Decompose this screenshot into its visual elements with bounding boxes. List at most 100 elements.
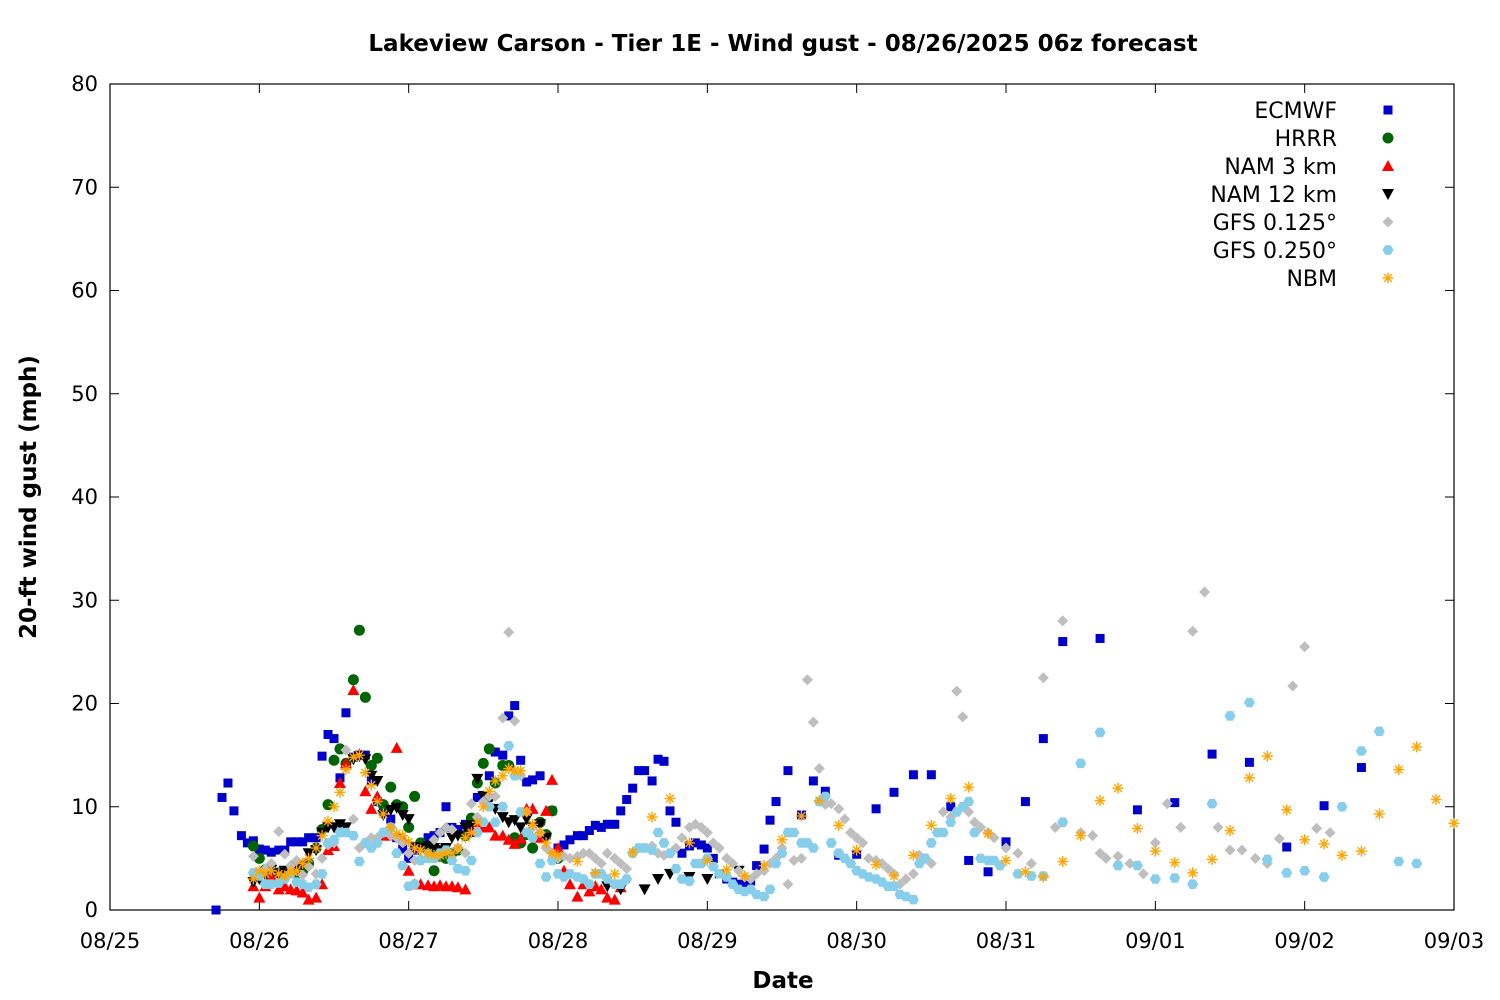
data-point-stroke-d2 (366, 780, 376, 790)
data-point (472, 792, 482, 802)
data-point (1324, 827, 1336, 839)
data-point (646, 811, 658, 823)
data-point-shape (813, 763, 825, 775)
data-point-shape (253, 891, 266, 903)
data-point (1311, 822, 1323, 834)
data-point-shape (1187, 625, 1199, 637)
data-point (833, 819, 845, 831)
data-point-shape (1199, 586, 1211, 598)
data-point-shape (274, 845, 284, 855)
legend-label: NAM 12 km (1210, 183, 1337, 208)
data-point-shape (1161, 798, 1173, 810)
data-point-shape (217, 792, 227, 802)
y-tick-label: 80 (71, 72, 98, 96)
data-point-shape (459, 883, 472, 895)
data-point-shape (333, 777, 346, 789)
data-point-shape (446, 855, 458, 866)
data-point-shape (1112, 860, 1124, 871)
data-point-shape (359, 785, 372, 797)
data-point-shape (1149, 874, 1161, 884)
data-point (907, 868, 919, 880)
data-point-shape (1112, 850, 1124, 862)
data-point-shape (713, 842, 725, 854)
data-point-shape (423, 833, 433, 843)
data-point (477, 757, 489, 769)
data-point (565, 835, 575, 845)
data-point (752, 861, 762, 871)
data-point-stroke-d2 (1337, 850, 1347, 860)
data-point-shape (247, 840, 259, 852)
data-point (514, 822, 527, 834)
data-point-stroke-d2 (909, 850, 918, 860)
data-point-stroke-d2 (484, 786, 494, 796)
data-point-shape (451, 881, 464, 893)
data-point (1236, 844, 1248, 856)
data-point-shape (565, 835, 575, 845)
data-point (937, 827, 949, 838)
data-point (652, 874, 665, 886)
data-point (739, 870, 751, 882)
data-point-shape (601, 847, 613, 859)
data-point (634, 766, 644, 776)
data-point-shape (527, 833, 539, 843)
data-point-shape (365, 759, 377, 771)
data-point (1187, 625, 1199, 637)
data-point-shape (1169, 873, 1181, 883)
data-point (359, 754, 372, 766)
data-point (286, 837, 296, 847)
data-point-shape (504, 711, 514, 721)
data-point (516, 755, 526, 765)
data-point-shape (1187, 879, 1199, 889)
data-point-shape (628, 783, 638, 793)
data-point-shape (459, 847, 471, 859)
data-point (571, 890, 584, 902)
data-point-stroke-d2 (1188, 868, 1198, 878)
legend-label: GFS 0.125° (1213, 211, 1337, 236)
data-point (484, 771, 494, 781)
data-point-shape (740, 879, 750, 889)
data-point-shape (1095, 633, 1105, 643)
data-point (527, 842, 539, 854)
x-tick-label: 08/26 (229, 929, 290, 953)
data-point-shape (696, 840, 706, 850)
data-point-shape (708, 853, 718, 863)
data-point-shape (472, 792, 482, 802)
data-point (1169, 873, 1181, 883)
data-point (316, 830, 328, 842)
data-point (825, 798, 837, 810)
data-point-stroke-d2 (341, 765, 351, 774)
data-point (409, 790, 421, 802)
data-point (520, 814, 533, 826)
data-point-stroke-d2 (777, 835, 787, 845)
data-point-shape (983, 867, 993, 877)
data-point-stroke-d2 (392, 829, 402, 838)
data-point (497, 770, 509, 782)
data-point-shape (1411, 858, 1423, 869)
data-point (514, 832, 527, 844)
data-point (441, 802, 451, 812)
data-point-stroke-d2 (590, 868, 600, 878)
data-point (279, 848, 291, 860)
data-point (403, 821, 415, 833)
data-point (577, 847, 589, 859)
data-point-shape (1075, 758, 1087, 769)
data-point-shape (509, 715, 521, 727)
data-point-shape (489, 817, 501, 827)
data-point-shape (254, 844, 264, 854)
data-point-shape (510, 701, 520, 711)
data-point (540, 804, 553, 816)
data-point-stroke-d2 (1076, 831, 1086, 841)
data-point (347, 674, 359, 686)
data-point-shape (1355, 746, 1367, 756)
data-point (272, 883, 285, 895)
data-point-shape (1020, 797, 1030, 807)
data-point-shape (908, 770, 918, 780)
data-point-stroke-d2 (797, 811, 806, 821)
data-point (1393, 856, 1405, 867)
data-point (683, 876, 695, 886)
data-point (535, 771, 545, 781)
data-point (333, 819, 346, 831)
data-point (820, 786, 830, 796)
data-point-shape (776, 848, 788, 858)
data-point (907, 849, 919, 861)
